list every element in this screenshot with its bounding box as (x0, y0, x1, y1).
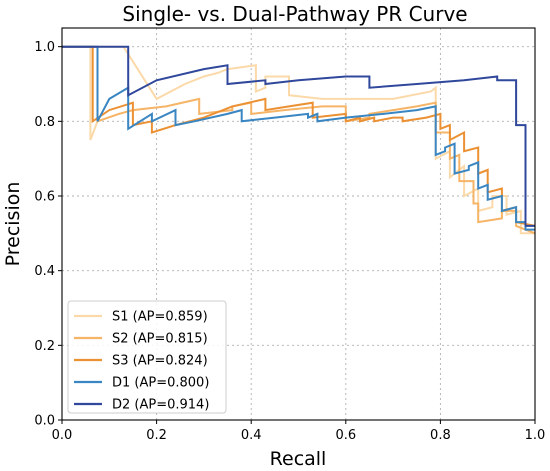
legend-label-s1: S1 (AP=0.859) (112, 310, 208, 325)
x-tick-label: 0.2 (146, 428, 167, 443)
series-line-s3 (62, 45, 536, 227)
x-axis-title: Recall (270, 448, 327, 470)
chart-title: Single- vs. Dual-Pathway PR Curve (122, 2, 467, 26)
legend: S1 (AP=0.859) S2 (AP=0.815) S3 (AP=0.824) D… (67, 300, 227, 414)
series-line-d2 (62, 45, 535, 227)
legend-label-s2: S2 (AP=0.815) (112, 332, 208, 347)
legend-label-d1: D1 (AP=0.800) (112, 376, 209, 391)
y-tick-label: 0.2 (34, 339, 55, 354)
legend-box (67, 300, 227, 414)
series-line-d1 (62, 45, 535, 231)
x-tick-label: 0.4 (241, 428, 262, 443)
legend-label-d2: D2 (AP=0.914) (112, 398, 209, 413)
x-tick-label: 0.0 (52, 428, 73, 443)
x-tick-label: 0.6 (335, 428, 356, 443)
y-tick-label: 1.0 (34, 40, 55, 55)
y-tick-label: 0.0 (34, 414, 55, 429)
y-tick-label: 0.6 (34, 190, 55, 205)
y-tick-label: 0.8 (34, 115, 55, 130)
x-tick-label: 1.0 (525, 428, 546, 443)
y-tick-label: 0.4 (34, 264, 55, 279)
legend-label-s3: S3 (AP=0.824) (112, 354, 208, 369)
y-axis: 0.0 0.2 0.4 0.6 0.8 1.0 (34, 40, 62, 429)
x-axis: 0.0 0.2 0.4 0.6 0.8 1.0 (52, 420, 546, 443)
series-layer (62, 45, 536, 235)
series-line-s2 (62, 45, 536, 235)
series-line-s1 (62, 45, 535, 235)
plot-frame (61, 27, 536, 421)
y-axis-title: Precision (2, 182, 24, 267)
x-tick-label: 0.8 (430, 428, 451, 443)
